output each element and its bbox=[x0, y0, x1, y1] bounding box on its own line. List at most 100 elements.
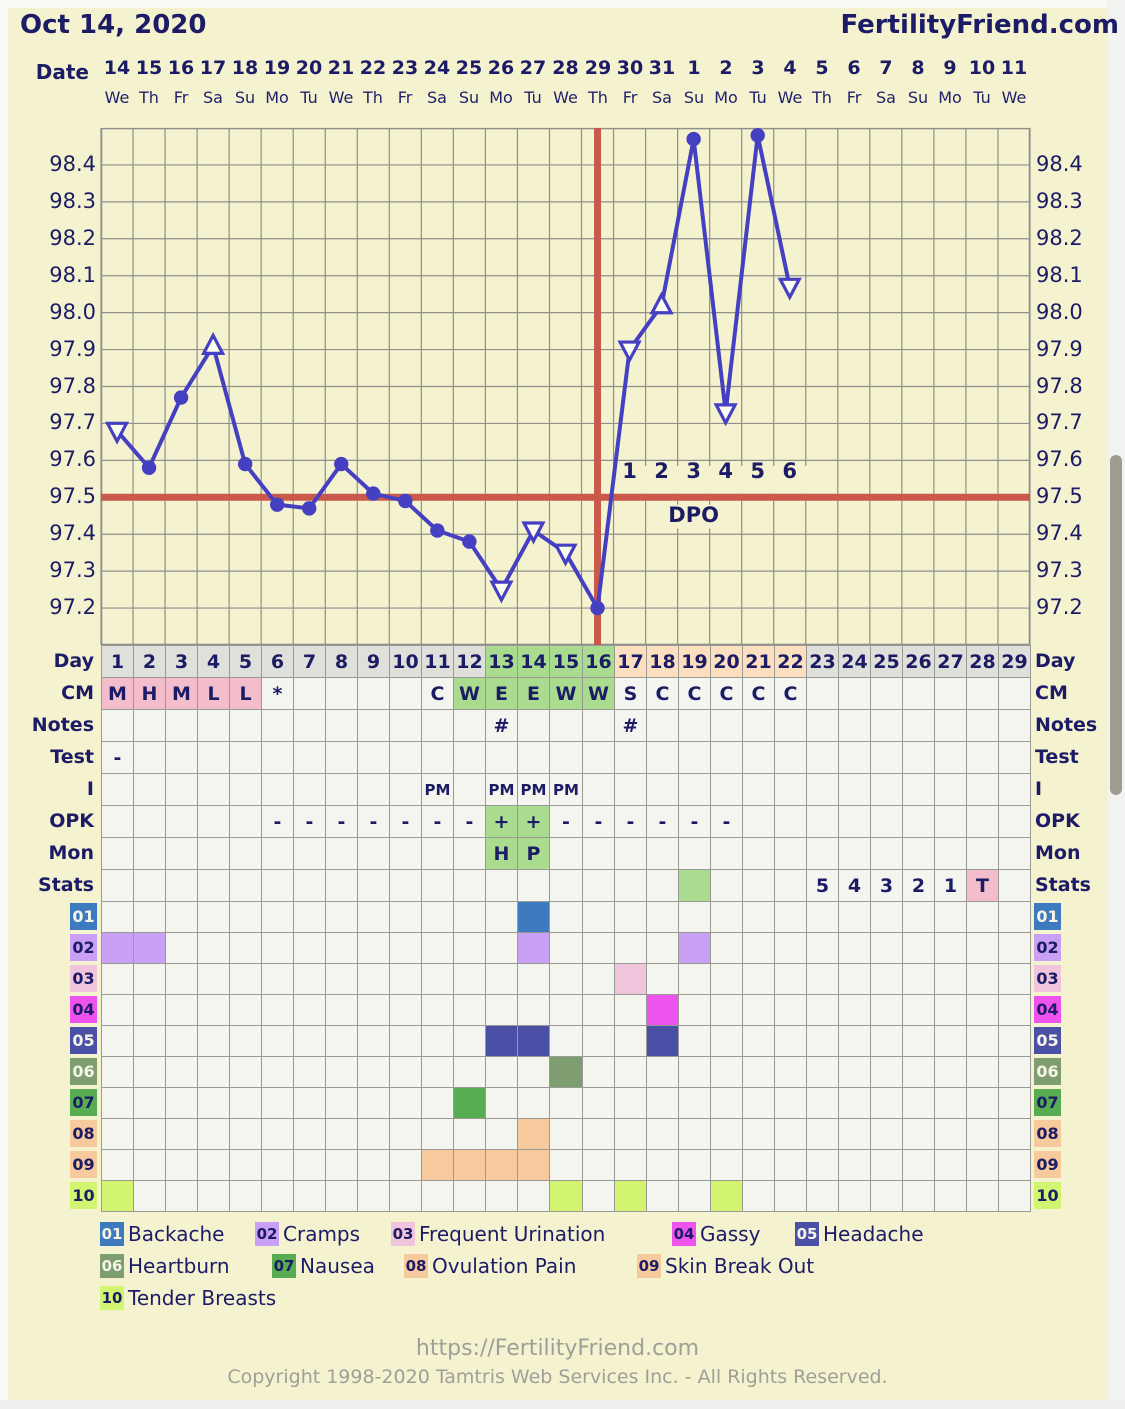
symptom-10-cell-day-29 bbox=[998, 1180, 1031, 1212]
symptom-07-cell-day-2 bbox=[133, 1087, 166, 1119]
test-cell-day-1: - bbox=[101, 741, 134, 774]
intercourse-cell-day-18 bbox=[646, 773, 679, 806]
intercourse-cell-day-20 bbox=[710, 773, 743, 806]
opk-cell-day-16: - bbox=[582, 805, 615, 838]
date-number: 17 bbox=[199, 57, 227, 79]
intercourse-cell-day-5 bbox=[229, 773, 262, 806]
row-label-cm-left: CM bbox=[61, 682, 94, 704]
symptom-10-cell-day-7 bbox=[293, 1180, 326, 1212]
symptom-08-cell-day-16 bbox=[582, 1118, 615, 1150]
symptom-01-cell-day-4 bbox=[197, 901, 230, 933]
symptom-07-cell-day-28 bbox=[966, 1087, 999, 1119]
symptom-06-cell-day-3 bbox=[165, 1056, 198, 1088]
notes-cell-day-10 bbox=[389, 709, 422, 742]
symptom-08-cell-day-12 bbox=[453, 1118, 486, 1150]
temp-point-day-3 bbox=[173, 390, 189, 405]
chart-border bbox=[100, 127, 1031, 646]
symptom-chip-04-right: 04 bbox=[1034, 996, 1061, 1023]
intercourse-cell-day-26 bbox=[902, 773, 935, 806]
symptom-06-cell-day-5 bbox=[229, 1056, 262, 1088]
test-cell-day-26 bbox=[902, 741, 935, 774]
legend-item-08: 08 Ovulation Pain bbox=[404, 1254, 576, 1278]
date-number: 14 bbox=[103, 57, 131, 79]
notes-cell-day-22 bbox=[774, 709, 807, 742]
symptom-06-cell-day-15 bbox=[549, 1056, 583, 1088]
y-axis-tick-label: 97.8 bbox=[1036, 374, 1083, 398]
cm-cell-day-1: M bbox=[101, 677, 134, 710]
symptom-05-cell-day-9 bbox=[357, 1025, 390, 1057]
dpo-number: 3 bbox=[686, 459, 701, 483]
mon-cell-day-9 bbox=[357, 837, 390, 870]
date-number: 16 bbox=[167, 57, 195, 79]
test-cell-day-6 bbox=[261, 741, 294, 774]
cm-cell-day-29 bbox=[998, 677, 1031, 710]
date-weekday: Su bbox=[234, 88, 256, 107]
symptom-01-cell-day-25 bbox=[870, 901, 903, 933]
symptom-03-cell-day-17 bbox=[614, 963, 647, 995]
y-axis-tick-label: 98.1 bbox=[49, 263, 96, 287]
legend-item-09: 09 Skin Break Out bbox=[637, 1254, 814, 1278]
symptom-01-cell-day-13 bbox=[485, 901, 518, 933]
symptom-07-cell-day-12 bbox=[453, 1087, 486, 1119]
date-number: 6 bbox=[847, 57, 861, 79]
symptom-07-cell-day-29 bbox=[998, 1087, 1031, 1119]
day-cell-day-14: 14 bbox=[517, 645, 550, 678]
symptom-chip-05-right: 05 bbox=[1034, 1027, 1061, 1054]
opk-cell-day-8: - bbox=[325, 805, 358, 838]
symptom-chip-06-right: 06 bbox=[1034, 1058, 1061, 1085]
symptom-04-cell-day-22 bbox=[774, 994, 807, 1026]
footer-link[interactable]: https://FertilityFriend.com bbox=[415, 1336, 700, 1361]
y-axis-tick-label: 97.5 bbox=[1036, 484, 1083, 508]
symptom-02-cell-day-21 bbox=[742, 932, 775, 964]
cm-cell-day-3: M bbox=[165, 677, 198, 710]
symptom-09-cell-day-23 bbox=[806, 1149, 839, 1181]
opk-cell-day-4 bbox=[197, 805, 230, 838]
row-label-stats-left: Stats bbox=[38, 874, 94, 896]
mon-cell-day-15 bbox=[549, 837, 583, 870]
symptom-05-cell-day-6 bbox=[261, 1025, 294, 1057]
symptom-08-cell-day-20 bbox=[710, 1118, 743, 1150]
scrollbar-thumb[interactable] bbox=[1110, 455, 1122, 795]
symptom-03-cell-day-14 bbox=[517, 963, 550, 995]
symptom-04-cell-day-21 bbox=[742, 994, 775, 1026]
row-label-stats-right: Stats bbox=[1035, 874, 1091, 896]
date-number: 19 bbox=[263, 57, 291, 79]
notes-cell-day-17: # bbox=[614, 709, 647, 742]
symptom-06-cell-day-10 bbox=[389, 1056, 422, 1088]
cm-cell-day-8 bbox=[325, 677, 358, 710]
symptom-08-cell-day-5 bbox=[229, 1118, 262, 1150]
symptom-01-cell-day-27 bbox=[934, 901, 967, 933]
notes-cell-day-25 bbox=[870, 709, 903, 742]
mon-cell-day-27 bbox=[934, 837, 967, 870]
test-cell-day-13 bbox=[485, 741, 518, 774]
symptom-07-cell-day-9 bbox=[357, 1087, 390, 1119]
symptom-07-cell-day-4 bbox=[197, 1087, 230, 1119]
stats-cell-day-29 bbox=[998, 869, 1031, 902]
symptom-09-cell-day-25 bbox=[870, 1149, 903, 1181]
symptom-07-cell-day-6 bbox=[261, 1087, 294, 1119]
dpo-number: 1 bbox=[622, 459, 637, 483]
test-cell-day-10 bbox=[389, 741, 422, 774]
symptom-09-cell-day-20 bbox=[710, 1149, 743, 1181]
symptom-10-cell-day-27 bbox=[934, 1180, 967, 1212]
symptom-09-cell-day-24 bbox=[838, 1149, 871, 1181]
date-weekday: We bbox=[1001, 88, 1027, 107]
mon-cell-day-19 bbox=[678, 837, 711, 870]
brand-link[interactable]: FertilityFriend.com bbox=[840, 10, 1119, 40]
notes-cell-day-8 bbox=[325, 709, 358, 742]
symptom-03-cell-day-2 bbox=[133, 963, 166, 995]
mon-cell-day-14: P bbox=[517, 837, 550, 870]
cm-cell-day-2: H bbox=[133, 677, 166, 710]
symptom-02-cell-day-3 bbox=[165, 932, 198, 964]
symptom-01-cell-day-10 bbox=[389, 901, 422, 933]
date-weekday: Sa bbox=[427, 88, 447, 107]
symptom-02-cell-day-14 bbox=[517, 932, 550, 964]
symptom-09-cell-day-21 bbox=[742, 1149, 775, 1181]
symptom-02-cell-day-12 bbox=[453, 932, 486, 964]
symptom-01-cell-day-2 bbox=[133, 901, 166, 933]
symptom-09-cell-day-7 bbox=[293, 1149, 326, 1181]
test-cell-day-19 bbox=[678, 741, 711, 774]
notes-cell-day-7 bbox=[293, 709, 326, 742]
symptom-06-cell-day-4 bbox=[197, 1056, 230, 1088]
